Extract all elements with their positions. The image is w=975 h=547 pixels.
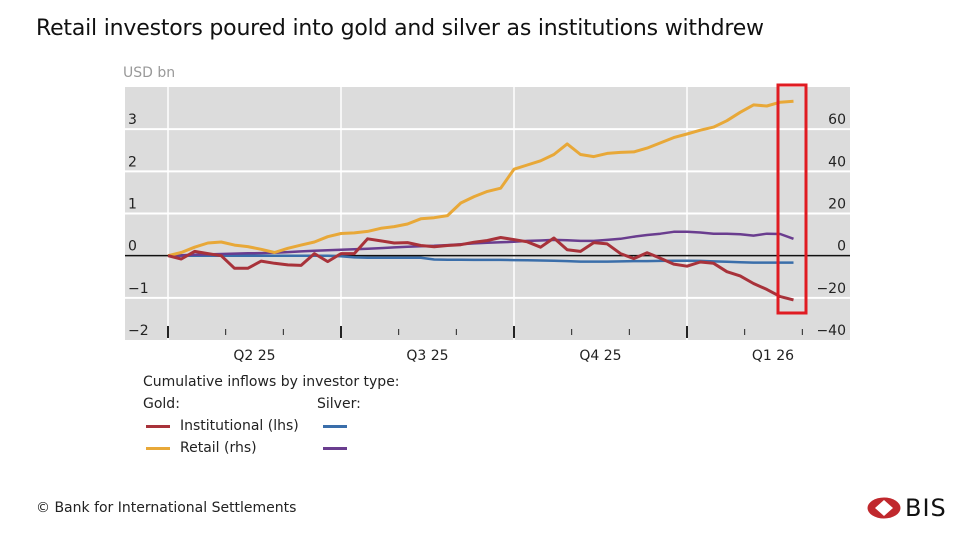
- legend-retail-label: Retail (rhs): [180, 440, 257, 456]
- legend-swatch-gold-institutional: [146, 424, 170, 428]
- left-tick-label: 1: [128, 197, 137, 213]
- left-tick-label: 3: [128, 112, 137, 128]
- legend-swatch-gold-retail: [146, 446, 170, 450]
- x-tick-label: Q2 25: [233, 348, 275, 364]
- left-tick-label: 0: [128, 239, 137, 255]
- bis-logo: BIS: [867, 494, 947, 522]
- x-tick-label: Q4 25: [579, 348, 621, 364]
- right-tick-label: −40: [816, 323, 846, 339]
- left-tick-label: −1: [128, 281, 149, 297]
- x-tick-label: Q1 26: [752, 348, 794, 364]
- highlight-box: [776, 83, 808, 315]
- unit-label: USD bn: [123, 65, 175, 81]
- legend-swatch-silver-institutional: [323, 424, 347, 428]
- copyright-footer: © Bank for International Settlements: [36, 500, 297, 516]
- left-tick-label: −2: [128, 323, 149, 339]
- right-tick-label: −20: [816, 281, 846, 297]
- left-tick-label: 2: [128, 154, 137, 170]
- right-tick-label: 60: [828, 112, 846, 128]
- series-lines: [167, 99, 794, 302]
- legend-swatch-silver-retail: [323, 446, 347, 450]
- legend-silver-label: Silver:: [317, 396, 361, 412]
- chart-title: Retail investors poured into gold and si…: [36, 16, 764, 41]
- series-line-gold-institutional-lhs: [167, 236, 794, 302]
- gridlines: [125, 87, 850, 340]
- series-line-gold-retail-rhs: [167, 99, 794, 258]
- legend-institutional-label: Institutional (lhs): [180, 418, 299, 434]
- logo-text: BIS: [905, 494, 947, 522]
- legend-heading: Cumulative inflows by investor type:: [143, 374, 400, 390]
- series-line-silver-institutional: [168, 254, 794, 264]
- legend: Cumulative inflows by investor type: Gol…: [143, 371, 400, 459]
- x-tick-label: Q3 25: [406, 348, 448, 364]
- right-tick-label: 40: [828, 154, 846, 170]
- axes: −2 −40 −1 −20 0 0 1 20 2 40 3 60 Q2 25 Q3 25 Q4 25 Q1 2…: [125, 112, 850, 364]
- legend-gold-label: Gold:: [143, 396, 180, 412]
- right-tick-label: 0: [837, 239, 846, 255]
- bis-emblem-icon: [867, 497, 901, 519]
- right-tick-label: 20: [828, 197, 846, 213]
